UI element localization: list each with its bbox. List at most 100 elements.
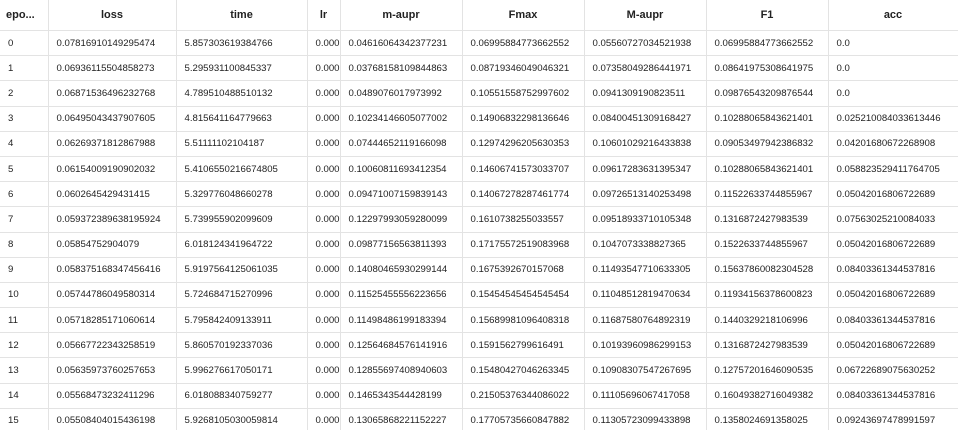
cell-lr[interactable]: 0.0001: [306, 332, 341, 359]
cell-fmax[interactable]: 0.10551558752997602: [461, 80, 585, 107]
cell-epoch[interactable]: 11: [0, 307, 49, 334]
cell-M-aupr[interactable]: 0.11105696067417058: [583, 382, 707, 409]
cell-time[interactable]: 5.9197564125061035: [175, 256, 308, 283]
cell-epoch[interactable]: 10: [0, 281, 49, 309]
table-row[interactable]: 5 0.06154009190902032 5.4106550216674805 0.…: [0, 155, 958, 183]
cell-loss[interactable]: 0.06936115504858273: [47, 55, 177, 82]
cell-f1[interactable]: 0.1316872427983539: [705, 206, 829, 233]
cell-M-aupr[interactable]: 0.1047073338827365: [583, 231, 707, 258]
cell-M-aupr[interactable]: 0.10908307547267695: [583, 357, 707, 384]
cell-loss[interactable]: 0.05635973760257653: [47, 357, 177, 384]
cell-acc[interactable]: 0.08403361344537816: [827, 256, 958, 283]
table-row[interactable]: 13 0.05635973760257653 5.996276617050171 0.…: [0, 357, 958, 384]
cell-M-aupr[interactable]: 0.11493547710633305: [583, 256, 707, 283]
cell-f1[interactable]: 0.08641975308641975: [705, 55, 829, 82]
cell-M-aupr[interactable]: 0.09726513140253498: [583, 181, 707, 208]
cell-lr[interactable]: 0.0001: [306, 80, 341, 107]
cell-m-aupr[interactable]: 0.12564684576141916: [339, 332, 463, 359]
column-header-m-aupr[interactable]: m-aupr: [339, 0, 463, 31]
cell-m-aupr[interactable]: 0.12297993059280099: [339, 206, 463, 233]
cell-loss[interactable]: 0.059372389638195924: [47, 206, 177, 233]
cell-lr[interactable]: 0.0001: [306, 206, 341, 233]
cell-f1[interactable]: 0.1358024691358025: [705, 407, 829, 430]
cell-m-aupr[interactable]: 0.11498486199183394: [339, 307, 463, 334]
cell-fmax[interactable]: 0.08719346049046321: [461, 55, 585, 82]
cell-epoch[interactable]: 8: [0, 231, 49, 258]
cell-loss[interactable]: 0.06871536496232768: [47, 80, 177, 107]
cell-acc[interactable]: 0.058823529411764705: [827, 155, 958, 183]
cell-f1[interactable]: 0.15637860082304528: [705, 256, 829, 283]
cell-time[interactable]: 5.996276617050171: [175, 357, 308, 384]
cell-fmax[interactable]: 0.14906832298136646: [461, 105, 585, 132]
column-header-fmax[interactable]: Fmax: [461, 0, 585, 31]
table-row[interactable]: 4 0.06269371812867988 5.51111102104187 0.00…: [0, 130, 958, 157]
cell-M-aupr[interactable]: 0.11687580764892319: [583, 307, 707, 334]
cell-m-aupr[interactable]: 0.0489076017973992: [339, 80, 463, 107]
column-header-loss[interactable]: loss: [47, 0, 177, 31]
cell-time[interactable]: 6.018124341964722: [175, 231, 308, 258]
cell-loss[interactable]: 0.05718285171060614: [47, 307, 177, 334]
cell-epoch[interactable]: 14: [0, 382, 49, 409]
cell-M-aupr[interactable]: 0.07358049286441971: [583, 55, 707, 82]
cell-loss[interactable]: 0.05744786049580314: [47, 281, 177, 309]
cell-f1[interactable]: 0.12757201646090535: [705, 357, 829, 384]
cell-epoch[interactable]: 15: [0, 407, 49, 430]
cell-acc[interactable]: 0.08403361344537816: [827, 307, 958, 334]
cell-acc[interactable]: 0.04201680672268908: [827, 130, 958, 157]
table-row[interactable]: 9 0.058375168347456416 5.9197564125061035 0…: [0, 256, 958, 283]
cell-loss[interactable]: 0.06154009190902032: [47, 155, 177, 183]
table-row[interactable]: 12 0.05667722343258519 5.860570192337036 0.…: [0, 332, 958, 359]
cell-loss[interactable]: 0.07816910149295474: [47, 29, 177, 57]
cell-epoch[interactable]: 3: [0, 105, 49, 132]
cell-lr[interactable]: 0.0001: [306, 231, 341, 258]
cell-loss[interactable]: 0.06269371812867988: [47, 130, 177, 157]
cell-lr[interactable]: 0.0001: [306, 130, 341, 157]
cell-fmax[interactable]: 0.1591562799616491: [461, 332, 585, 359]
cell-time[interactable]: 5.724684715270996: [175, 281, 308, 309]
cell-loss[interactable]: 0.0602645429431415: [47, 181, 177, 208]
cell-M-aupr[interactable]: 0.0941309190823511: [583, 80, 707, 107]
cell-time[interactable]: 5.739955902099609: [175, 206, 308, 233]
cell-m-aupr[interactable]: 0.12855697408940603: [339, 357, 463, 384]
table-row[interactable]: 3 0.06495043437907605 4.815641164779663 0.0…: [0, 105, 958, 132]
cell-epoch[interactable]: 0: [0, 29, 49, 57]
cell-epoch[interactable]: 6: [0, 181, 49, 208]
cell-lr[interactable]: 0.0001: [306, 382, 341, 409]
cell-fmax[interactable]: 0.06995884773662552: [461, 29, 585, 57]
cell-acc[interactable]: 0.05042016806722689: [827, 332, 958, 359]
cell-m-aupr[interactable]: 0.03768158109844863: [339, 55, 463, 82]
cell-epoch[interactable]: 9: [0, 256, 49, 283]
cell-f1[interactable]: 0.11522633744855967: [705, 181, 829, 208]
cell-M-aupr[interactable]: 0.09518933710105348: [583, 206, 707, 233]
cell-m-aupr[interactable]: 0.09471007159839143: [339, 181, 463, 208]
cell-fmax[interactable]: 0.12974296205630353: [461, 130, 585, 157]
cell-M-aupr[interactable]: 0.10601029216433838: [583, 130, 707, 157]
cell-fmax[interactable]: 0.15689981096408318: [461, 307, 585, 334]
table-row[interactable]: 15 0.05508404015436198 5.9268105030059814 0…: [0, 407, 958, 430]
cell-fmax[interactable]: 0.1610738255033557: [461, 206, 585, 233]
cell-epoch[interactable]: 7: [0, 206, 49, 233]
cell-M-aupr[interactable]: 0.10193960986299153: [583, 332, 707, 359]
cell-fmax[interactable]: 0.15454545454545454: [461, 281, 585, 309]
cell-time[interactable]: 6.018088340759277: [175, 382, 308, 409]
cell-fmax[interactable]: 0.17705735660847882: [461, 407, 585, 430]
cell-loss[interactable]: 0.05854752904079: [47, 231, 177, 258]
cell-fmax[interactable]: 0.1675392670157068: [461, 256, 585, 283]
table-row[interactable]: 2 0.06871536496232768 4.789510488510132 0.0…: [0, 80, 958, 107]
cell-f1[interactable]: 0.11934156378600823: [705, 281, 829, 309]
cell-time[interactable]: 5.295931100845337: [175, 55, 308, 82]
cell-time[interactable]: 5.51111102104187: [175, 130, 308, 157]
cell-f1[interactable]: 0.16049382716049382: [705, 382, 829, 409]
cell-time[interactable]: 5.4106550216674805: [175, 155, 308, 183]
cell-time[interactable]: 5.860570192337036: [175, 332, 308, 359]
cell-f1[interactable]: 0.09876543209876544: [705, 80, 829, 107]
cell-M-aupr[interactable]: 0.08400451309168427: [583, 105, 707, 132]
column-header-acc[interactable]: acc: [827, 0, 958, 31]
cell-M-aupr[interactable]: 0.05560727034521938: [583, 29, 707, 57]
cell-epoch[interactable]: 4: [0, 130, 49, 157]
cell-epoch[interactable]: 13: [0, 357, 49, 384]
column-header-time[interactable]: time: [175, 0, 308, 31]
cell-epoch[interactable]: 2: [0, 80, 49, 107]
cell-time[interactable]: 4.815641164779663: [175, 105, 308, 132]
cell-lr[interactable]: 0.0001: [306, 307, 341, 334]
